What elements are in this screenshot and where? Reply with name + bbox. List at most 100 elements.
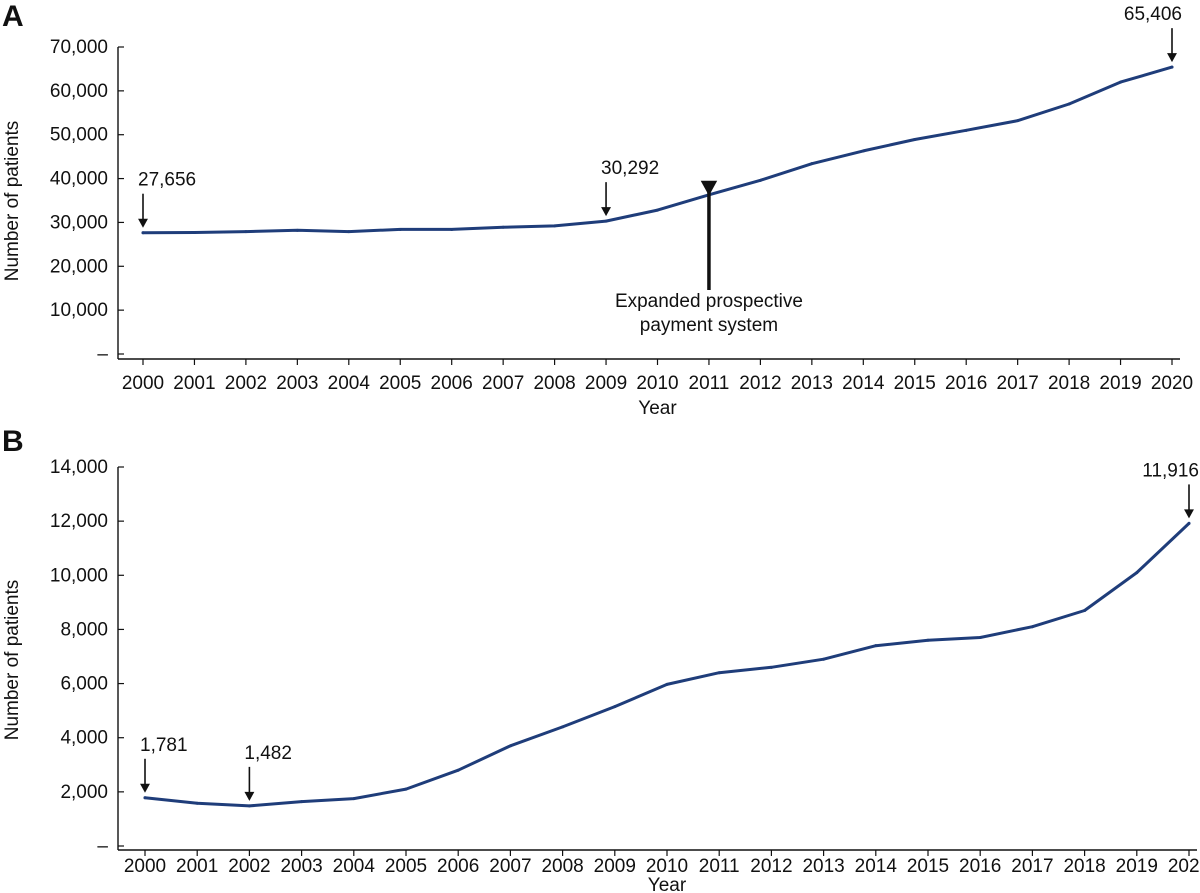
x-tick-label: 2009 (585, 373, 627, 394)
y-axis-title: Number of patients (2, 580, 23, 741)
event-arrow (700, 180, 718, 290)
x-tick-label: 2001 (176, 856, 218, 877)
data-point (1030, 625, 1034, 629)
annotation-label: 30,292 (601, 158, 659, 179)
annotation-label: 27,656 (138, 170, 196, 191)
y-tick-label: 30,000 (50, 212, 108, 233)
annotation-label: 11,916 (1142, 460, 1199, 481)
data-point (913, 138, 917, 142)
data-point (300, 800, 304, 804)
y-tick-label: 10,000 (50, 300, 108, 321)
panel-b-letter: B (2, 425, 24, 458)
data-point (1119, 80, 1123, 84)
data-point (1135, 571, 1139, 575)
x-axis-title: Year (648, 875, 687, 893)
annotation-label: 65,406 (1124, 4, 1182, 25)
data-point (964, 128, 968, 132)
y-tick-label: 8,000 (60, 619, 108, 640)
data-point (195, 801, 199, 805)
annotation-arrow (1184, 484, 1194, 519)
x-tick-label: 2018 (1048, 373, 1090, 394)
data-point (347, 230, 351, 234)
x-tick-label: 2005 (379, 373, 421, 394)
y-tick-label: – (97, 344, 108, 365)
annotation-arrow (244, 766, 255, 801)
x-tick-label: 2017 (997, 373, 1039, 394)
data-point (1083, 608, 1087, 612)
data-point (769, 665, 773, 669)
x-tick-label: 2001 (173, 373, 215, 394)
annotation-arrow (140, 758, 150, 793)
x-tick-label: 2019 (1099, 373, 1141, 394)
y-tick-label: 4,000 (60, 728, 108, 749)
data-point (561, 725, 565, 729)
data-point (656, 208, 659, 212)
x-tick-label: 2000 (124, 856, 166, 877)
data-point (717, 671, 721, 675)
event-arrow-head (700, 180, 718, 196)
series-line (143, 521, 1191, 808)
x-tick-label: 2014 (855, 856, 898, 877)
x-tick-label: 2003 (280, 856, 322, 877)
x-tick-label: 2020 (1151, 373, 1193, 394)
annotation-arrow-head (601, 207, 611, 217)
x-tick-label: 2005 (385, 856, 427, 877)
data-point (978, 636, 982, 640)
x-tick-label: 2016 (959, 856, 1001, 877)
y-tick-label: 40,000 (50, 169, 108, 190)
data-point (404, 787, 408, 791)
data-point (192, 231, 196, 235)
x-tick-label: 2007 (489, 856, 531, 877)
data-point (352, 797, 356, 801)
data-point (1187, 521, 1191, 525)
annotation-label: 1,781 (140, 735, 188, 756)
x-tick-label: 2020 (1168, 856, 1200, 877)
x-tick-label: 2008 (533, 373, 575, 394)
x-tick-label: 2008 (541, 856, 583, 877)
x-tick-label: 2014 (842, 373, 885, 394)
x-tick-label: 2004 (333, 856, 376, 877)
x-tick-label: 2012 (750, 856, 792, 877)
annotation-arrow-head (140, 783, 150, 793)
panel-a-letter: A (2, 0, 24, 33)
x-tick-label: 2013 (791, 373, 833, 394)
annotation-arrow-head (244, 791, 255, 801)
y-tick-label: 12,000 (50, 511, 108, 532)
data-point (810, 162, 814, 166)
x-tick-label: 2000 (122, 373, 164, 394)
y-tick-label: 2,000 (60, 782, 108, 803)
x-tick-label: 2010 (636, 373, 678, 394)
y-tick-label: 10,000 (50, 565, 108, 586)
event-label-line2: payment system (640, 315, 778, 336)
data-point (247, 804, 251, 808)
y-tick-label: 70,000 (50, 37, 108, 58)
annotation-arrow-head (1167, 53, 1177, 63)
data-point (501, 225, 505, 229)
data-point (141, 231, 145, 235)
chart-panel-b: B – 2,000 4,000 6,000 8,000 10,000 12,000 14,00… (2, 425, 1200, 893)
chart-panel-a: A – 10,000 20,000 30,000 40,000 50,000 60,000 7… (2, 0, 1193, 419)
x-tick-label: 2018 (1063, 856, 1105, 877)
x-tick-label: 2002 (228, 856, 270, 877)
x-tick-label: 2011 (689, 373, 730, 394)
annotation-arrow (1167, 28, 1177, 63)
annotation-arrow (601, 182, 611, 217)
y-tick-label: 6,000 (60, 674, 108, 695)
annotation-arrow-head (1184, 509, 1194, 519)
annotation-arrow (138, 193, 148, 228)
data-point (1170, 65, 1174, 69)
data-point (874, 644, 878, 648)
data-point (450, 227, 454, 231)
data-point (295, 228, 299, 232)
data-point (143, 796, 147, 800)
data-point (508, 744, 512, 748)
x-tick-label: 2006 (437, 856, 479, 877)
x-tick-label: 2007 (482, 373, 524, 394)
data-point (613, 705, 617, 709)
data-point (398, 227, 402, 231)
x-tick-label: 2002 (225, 373, 267, 394)
event-label-line1: Expanded prospective (615, 291, 803, 312)
data-point (1067, 102, 1071, 106)
x-tick-label: 2012 (739, 373, 781, 394)
